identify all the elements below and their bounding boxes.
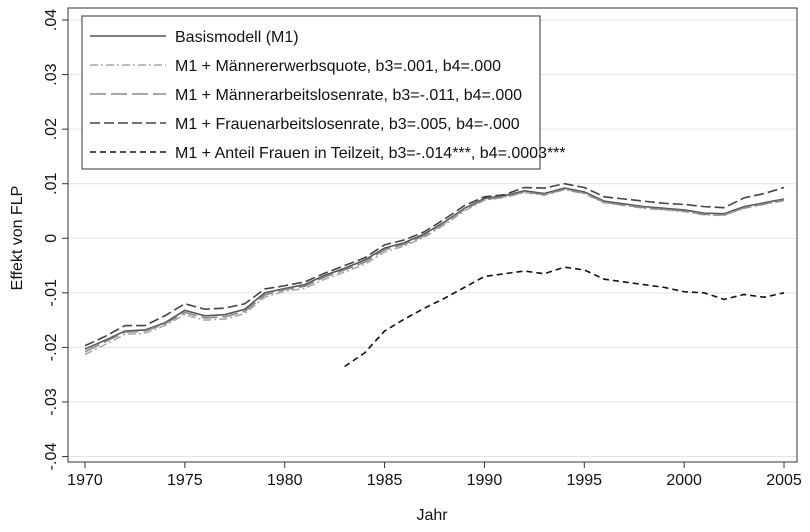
series-line xyxy=(84,188,785,356)
legend-label: M1 + Männererwerbsquote, b3=.001, b4=.00… xyxy=(175,58,501,75)
y-tick-label: .02 xyxy=(43,118,60,140)
legend-label: M1 + Frauenarbeitslosenrate, b3=.005, b4… xyxy=(175,116,520,133)
y-tick-label: -.02 xyxy=(43,334,60,362)
legend-label: Basismodell (M1) xyxy=(175,29,299,46)
y-tick-label: .04 xyxy=(43,9,60,31)
legend-box xyxy=(81,15,541,170)
plot-frame xyxy=(67,7,798,463)
x-tick-label: 1985 xyxy=(367,472,403,489)
x-tick-label: 1995 xyxy=(566,472,602,489)
x-tick-label: 2000 xyxy=(666,472,702,489)
y-tick-label: -.04 xyxy=(43,443,60,471)
y-tick-label: -.01 xyxy=(43,279,60,307)
x-tick-label: 1970 xyxy=(67,472,103,489)
y-tick-label: 0 xyxy=(43,234,60,243)
y-tick-label: .03 xyxy=(43,63,60,85)
legend-label: M1 + Anteil Frauen in Teilzeit, b3=-.014… xyxy=(175,145,566,162)
y-axis-label: Effekt von FLP xyxy=(9,186,26,291)
series-line xyxy=(344,266,785,368)
x-tick-label: 1990 xyxy=(467,472,503,489)
x-axis-label: Jahr xyxy=(416,507,448,524)
y-tick-label: .01 xyxy=(43,172,60,194)
x-tick-label: 1980 xyxy=(267,472,303,489)
series-line xyxy=(84,188,785,353)
y-tick-label: -.03 xyxy=(43,388,60,416)
legend-label: M1 + Männerarbeitslosenrate, b3=-.011, b… xyxy=(175,87,522,104)
series-line xyxy=(84,187,785,350)
x-tick-label: 2005 xyxy=(766,472,802,489)
x-tick-label: 1975 xyxy=(167,472,203,489)
series-line xyxy=(84,182,785,347)
